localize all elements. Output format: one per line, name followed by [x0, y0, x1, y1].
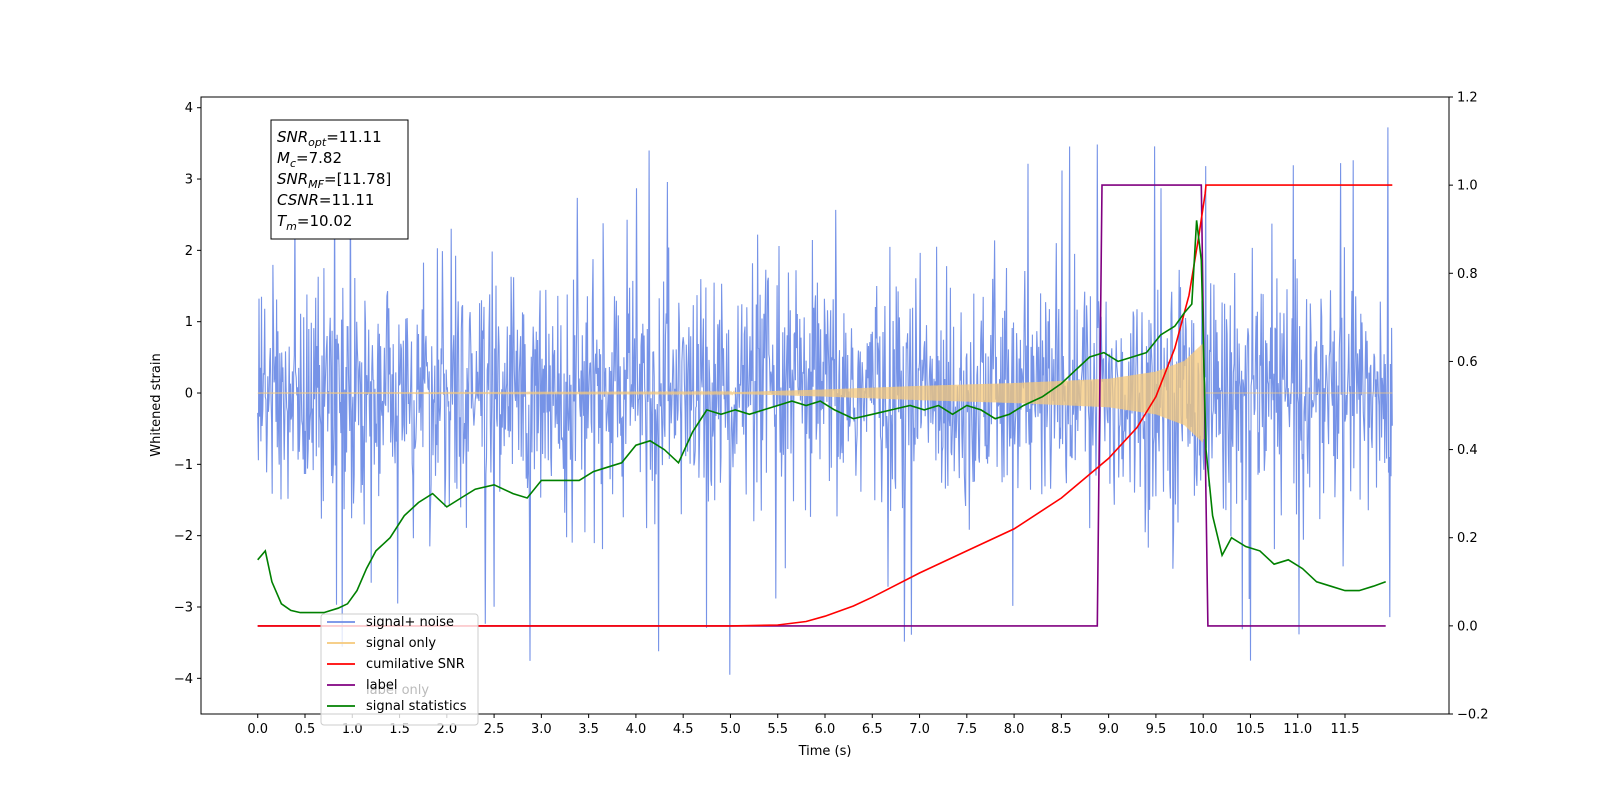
info-symbol: M [277, 149, 290, 167]
info-value: =[11.78] [324, 170, 391, 188]
y-tick-label: 3 [185, 173, 193, 188]
x-tick-label: 8.0 [1004, 722, 1025, 737]
info-symbol: T [277, 212, 288, 230]
x-tick-label: 8.5 [1051, 722, 1072, 737]
x-tick-label: 0.0 [247, 722, 268, 737]
info-subscript: MF [308, 178, 324, 191]
x-tick-label: 11.5 [1331, 722, 1360, 737]
x-tick-label: 4.5 [673, 722, 694, 737]
x-tick-label: 7.5 [956, 722, 977, 737]
info-box: SNRopt=11.11Mc=7.82SNRMF=[11.78]CSNR=11.… [270, 119, 409, 240]
x-tick-label: 3.5 [578, 722, 599, 737]
y2-tick-label: −0.2 [1457, 708, 1489, 723]
info-symbol: SNR [277, 128, 308, 146]
info-value: =11.11 [326, 128, 382, 146]
legend-cumulative-snr-text: cumilative SNR [366, 657, 465, 672]
x-tick-label: 9.5 [1146, 722, 1167, 737]
x-tick-label: 5.0 [720, 722, 741, 737]
y-tick-label: 4 [185, 101, 193, 116]
x-tick-label: 9.0 [1098, 722, 1119, 737]
info-subscript: opt [308, 136, 327, 149]
y-axis-label: Whitened strain [149, 353, 164, 456]
y2-tick-label: 0.8 [1457, 267, 1478, 282]
series-signal-noise [257, 127, 1393, 675]
info-line: Mc=7.82 [277, 149, 342, 170]
info-value: =10.02 [297, 212, 353, 230]
legend-hidden-entry: label only [366, 683, 429, 698]
legend-signal-only-text: signal only [366, 636, 436, 651]
legend: label only signal+ noise signal only cumil… [320, 613, 479, 726]
series-label [257, 184, 1386, 627]
x-tick-label: 10.0 [1189, 722, 1218, 737]
series-signal-statistics [257, 220, 1386, 614]
info-value: =11.11 [319, 191, 375, 209]
y2-tick-label: 0.2 [1457, 531, 1478, 546]
x-tick-label: 1.5 [389, 722, 410, 737]
info-line: CSNR=11.11 [277, 191, 374, 209]
y-tick-label: −3 [174, 601, 193, 616]
x-tick-label: 1.0 [342, 722, 363, 737]
x-tick-label: 6.0 [815, 722, 836, 737]
legend-signal-noise-text: signal+ noise [366, 615, 454, 630]
info-subscript: c [290, 157, 296, 170]
x-tick-label: 0.5 [295, 722, 316, 737]
legend-label-text: label [366, 678, 397, 693]
x-tick-label: 4.0 [626, 722, 647, 737]
info-symbol: SNR [277, 170, 308, 188]
y-tick-label: 0 [185, 387, 193, 402]
y-tick-label: −1 [174, 458, 193, 473]
series-signal-only [257, 343, 1393, 443]
x-tick-label: 2.5 [484, 722, 505, 737]
x-tick-label: 11.0 [1283, 722, 1312, 737]
info-subscript: m [286, 220, 297, 233]
info-line: Tm=10.02 [277, 212, 352, 233]
x-axis-label: Time (s) [798, 744, 852, 759]
x-tick-label: 2.0 [436, 722, 457, 737]
y-tick-label: −2 [174, 529, 193, 544]
info-value: =7.82 [296, 149, 342, 167]
legend-signal-statistics-text: signal statistics [366, 699, 467, 714]
y2-tick-label: 1.2 [1457, 91, 1478, 106]
series-cumulative-snr [257, 184, 1393, 627]
y-tick-label: 2 [185, 244, 193, 259]
info-line: SNRMF=[11.78] [277, 170, 391, 191]
y2-tick-label: 0.4 [1457, 443, 1478, 458]
legend-box [320, 613, 479, 726]
x-tick-label: 6.5 [862, 722, 883, 737]
x-tick-label: 7.0 [909, 722, 930, 737]
info-symbol: CSNR [277, 191, 319, 209]
info-line: SNRopt=11.11 [277, 128, 382, 149]
x-tick-label: 5.5 [767, 722, 788, 737]
y2-tick-label: 0.0 [1457, 619, 1478, 634]
y2-tick-label: 1.0 [1457, 179, 1478, 194]
x-tick-label: 3.0 [531, 722, 552, 737]
x-tick-label: 10.5 [1236, 722, 1265, 737]
y-tick-label: 1 [185, 315, 193, 330]
y-tick-label: −4 [174, 672, 193, 687]
y2-tick-label: 0.6 [1457, 355, 1478, 370]
